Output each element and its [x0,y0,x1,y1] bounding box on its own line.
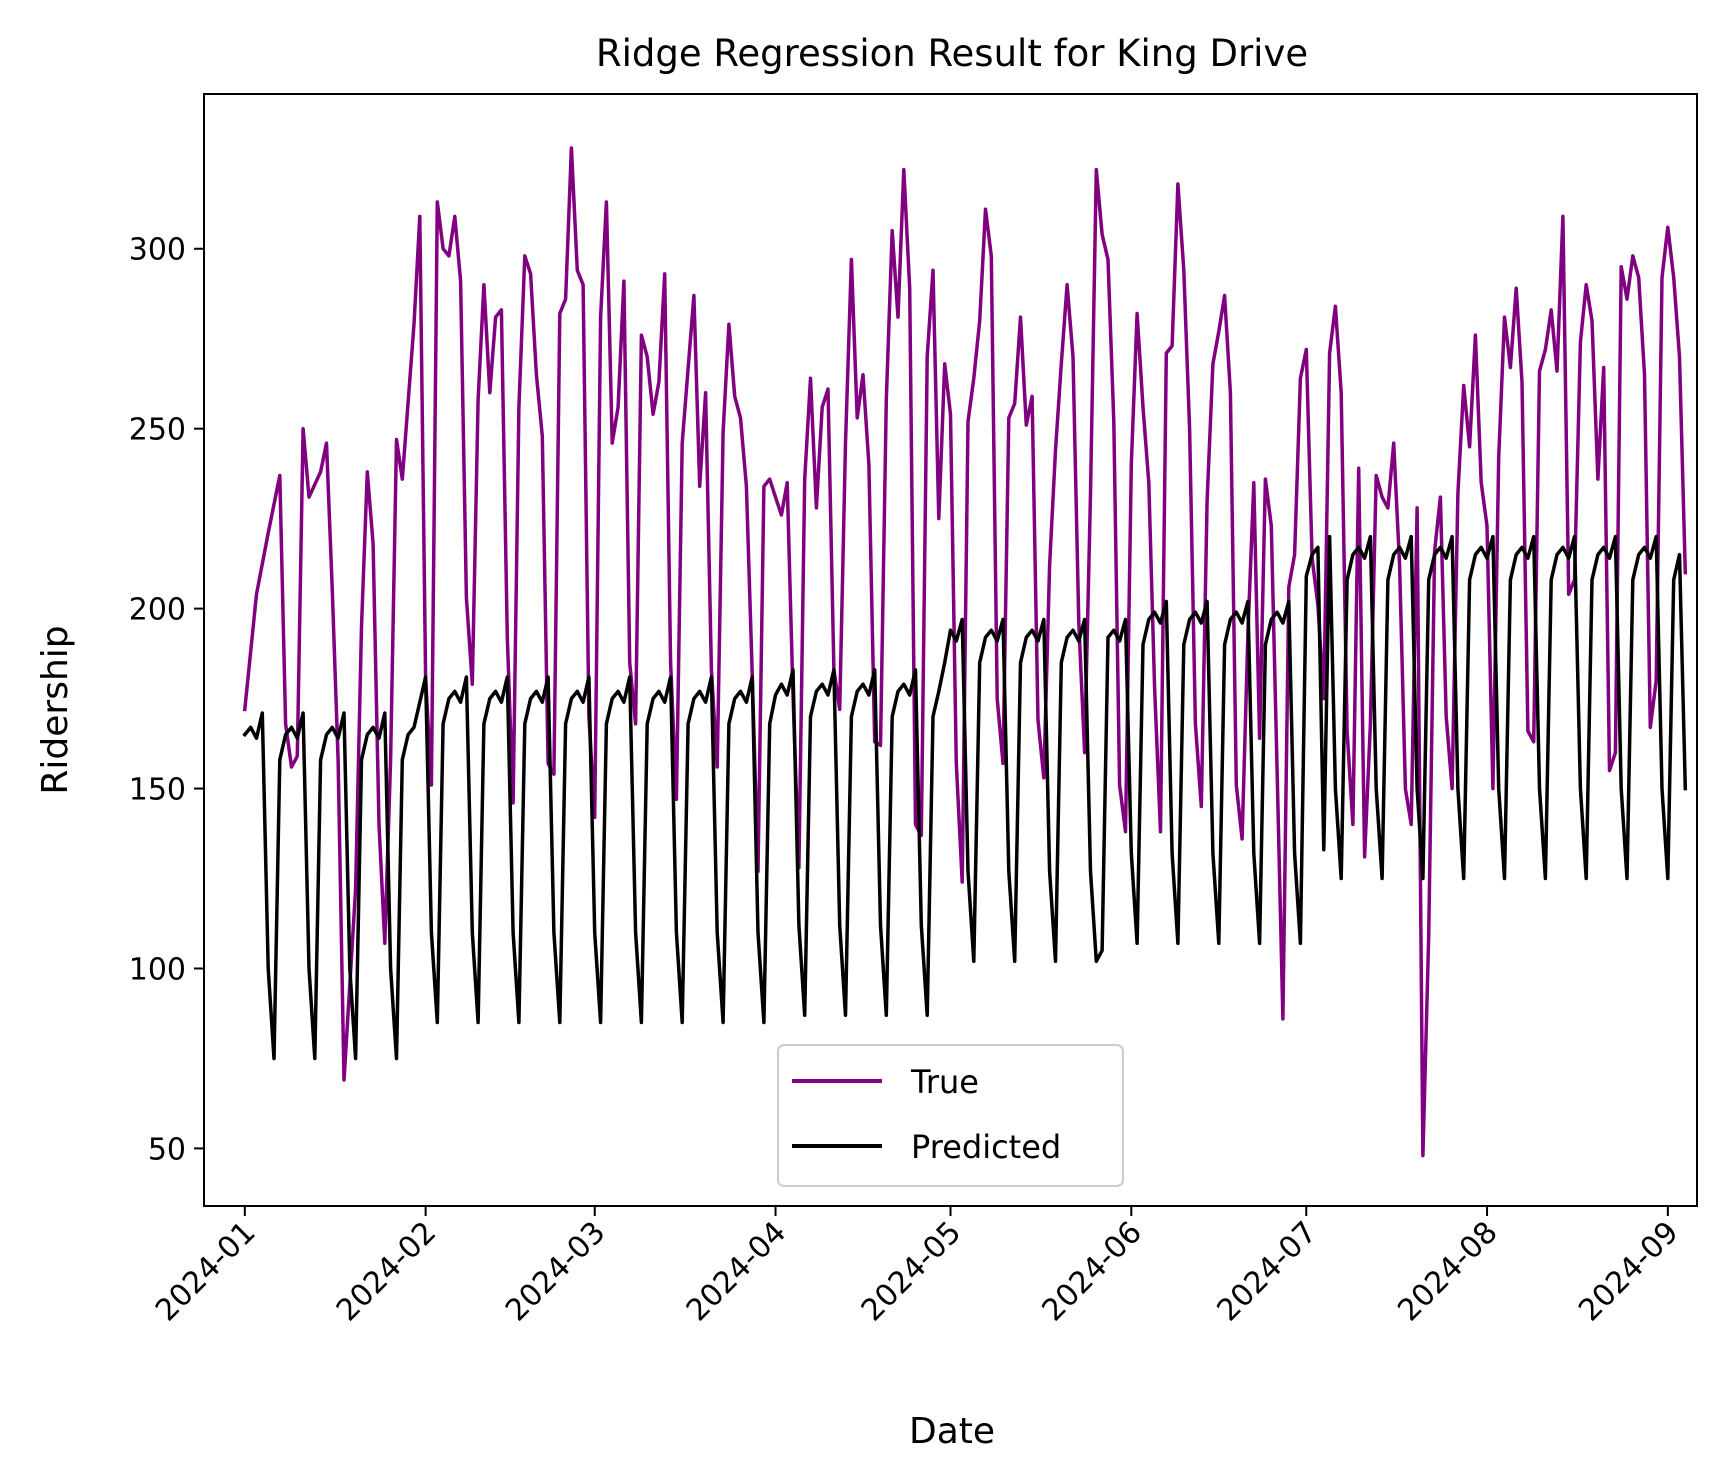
y-axis-title: Ridership [35,625,76,794]
plot-area [242,146,1688,1158]
series-line-predicted [242,534,1688,1061]
x-axis-title: Date [909,1411,995,1452]
plot-frame [203,93,1698,1207]
y-tick-label: 150 [129,773,186,808]
y-tick-label: 50 [148,1132,186,1167]
y-tick-label: 250 [129,413,186,448]
chart-title: Ridge Regression Result for King Drive [596,32,1308,75]
y-tick-label: 200 [129,593,186,628]
y-tick-label: 300 [129,233,186,268]
y-tick-label: 100 [129,952,186,987]
series-line-true [242,146,1688,1158]
legend-label-true: True [910,1063,979,1101]
legend: True Predicted [777,1044,1124,1187]
legend-label-predicted: Predicted [911,1128,1061,1166]
y-axis: 50 100 150 200 250 300 [129,233,204,1167]
